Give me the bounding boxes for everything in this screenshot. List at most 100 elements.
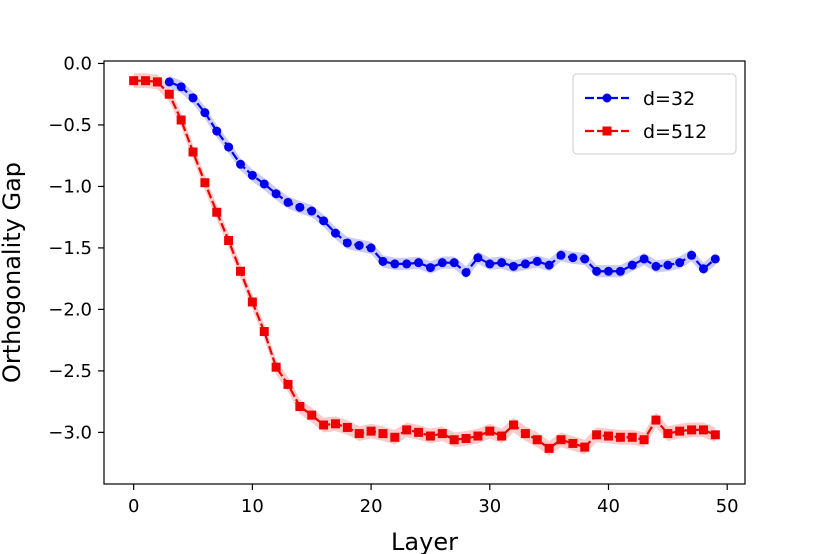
point-d=32 — [378, 256, 388, 266]
point-d=32 — [449, 258, 459, 268]
point-d=512 — [520, 429, 530, 439]
point-d=32 — [615, 266, 625, 276]
point-d=32 — [354, 240, 364, 250]
point-d=512 — [330, 419, 340, 429]
point-d=512 — [176, 115, 186, 125]
point-d=512 — [236, 266, 246, 276]
point-d=32 — [200, 108, 210, 118]
point-d=32 — [497, 258, 507, 268]
point-d=32 — [330, 228, 340, 238]
point-d=512 — [141, 76, 151, 86]
point-d=512 — [354, 429, 364, 439]
point-d=32 — [236, 159, 246, 169]
point-d=512 — [544, 443, 554, 453]
point-d=32 — [271, 189, 281, 199]
point-d=32 — [188, 93, 198, 103]
point-d=512 — [425, 431, 435, 441]
x-tick-label: 40 — [597, 496, 620, 517]
point-d=32 — [663, 260, 673, 270]
x-tick-label: 20 — [360, 496, 383, 517]
point-d=32 — [224, 142, 234, 152]
point-d=32 — [176, 82, 186, 92]
point-d=32 — [461, 268, 471, 277]
point-d=512 — [687, 425, 697, 435]
point-d=512 — [378, 429, 388, 439]
point-d=512 — [259, 327, 269, 337]
x-tick-label: 10 — [241, 496, 264, 517]
point-d=512 — [283, 379, 293, 389]
point-d=512 — [568, 438, 578, 448]
point-d=512 — [188, 147, 198, 157]
point-d=32 — [259, 179, 269, 189]
point-d=512 — [639, 435, 649, 445]
point-d=32 — [414, 258, 424, 268]
point-d=32 — [295, 202, 305, 212]
point-d=512 — [437, 429, 447, 439]
point-d=512 — [485, 426, 495, 436]
point-d=32 — [485, 259, 495, 269]
point-d=32 — [592, 266, 602, 276]
point-d=512 — [152, 77, 162, 87]
point-d=32 — [568, 253, 578, 263]
x-tick-label: 50 — [716, 496, 739, 517]
point-d=512 — [473, 431, 483, 441]
point-d=512 — [307, 410, 317, 420]
point-d=512 — [224, 236, 234, 246]
point-d=512 — [580, 442, 590, 452]
point-d=32 — [627, 260, 637, 270]
point-d=32 — [402, 259, 412, 269]
point-d=512 — [710, 430, 720, 440]
point-d=32 — [651, 261, 661, 271]
point-d=512 — [627, 432, 637, 442]
point-d=512 — [164, 89, 174, 99]
point-d=32 — [342, 238, 352, 248]
point-d=512 — [212, 207, 222, 217]
point-d=512 — [247, 297, 257, 307]
point-d=512 — [663, 429, 673, 439]
y-tick-label: −2.0 — [48, 299, 92, 320]
point-d=512 — [319, 420, 329, 430]
y-tick-label: 0.0 — [63, 53, 92, 74]
x-axis-label: Layer — [391, 528, 458, 554]
point-d=32 — [556, 250, 566, 260]
point-d=512 — [200, 178, 210, 188]
point-d=32 — [425, 263, 435, 273]
point-d=512 — [603, 431, 613, 441]
point-d=512 — [366, 426, 376, 436]
axis-ticks: 0 10 20 30 40 50 0.0 −0.5 −1.0 −1.5 −2.0 −2.5 −3.0 — [48, 53, 738, 517]
series-markers — [129, 76, 720, 453]
point-d=512 — [615, 432, 625, 442]
point-d=32 — [307, 206, 317, 216]
point-d=32 — [698, 264, 708, 274]
point-d=32 — [675, 258, 685, 268]
point-d=32 — [247, 170, 257, 180]
point-d=512 — [556, 435, 566, 445]
point-d=512 — [402, 425, 412, 435]
point-d=32 — [532, 256, 542, 266]
y-axis-label: Orthogonality Gap — [0, 162, 26, 383]
legend-box — [572, 73, 737, 155]
point-d=32 — [164, 77, 174, 87]
point-d=512 — [651, 415, 661, 425]
point-d=512 — [342, 422, 352, 432]
point-d=32 — [319, 216, 329, 226]
point-d=32 — [544, 260, 554, 270]
point-d=512 — [295, 402, 305, 412]
point-d=32 — [283, 197, 293, 207]
point-d=32 — [509, 261, 519, 271]
point-d=512 — [675, 426, 685, 436]
y-tick-label: −1.0 — [48, 176, 92, 197]
point-d=512 — [449, 435, 459, 445]
point-d=512 — [414, 427, 424, 437]
x-tick-label: 0 — [128, 496, 139, 517]
point-d=512 — [271, 362, 281, 372]
point-d=32 — [710, 254, 720, 264]
legend: d=32 d=512 — [572, 73, 737, 155]
point-d=32 — [473, 253, 483, 263]
point-d=32 — [437, 258, 447, 268]
y-tick-label: −1.5 — [48, 238, 92, 259]
point-d=512 — [129, 76, 139, 86]
x-tick-label: 30 — [478, 496, 501, 517]
point-d=512 — [509, 420, 519, 430]
